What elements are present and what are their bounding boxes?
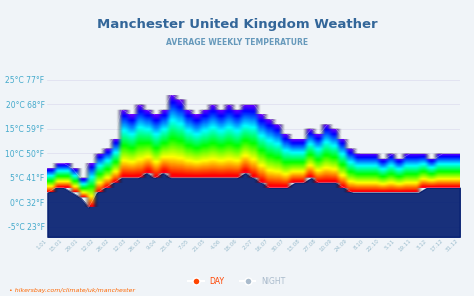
Text: • hikersbay.com/climate/uk/manchester: • hikersbay.com/climate/uk/manchester — [9, 288, 136, 293]
Text: AVERAGE WEEKLY TEMPERATURE: AVERAGE WEEKLY TEMPERATURE — [166, 38, 308, 47]
Legend: DAY, NIGHT: DAY, NIGHT — [185, 274, 289, 289]
Text: Manchester United Kingdom Weather: Manchester United Kingdom Weather — [97, 18, 377, 31]
